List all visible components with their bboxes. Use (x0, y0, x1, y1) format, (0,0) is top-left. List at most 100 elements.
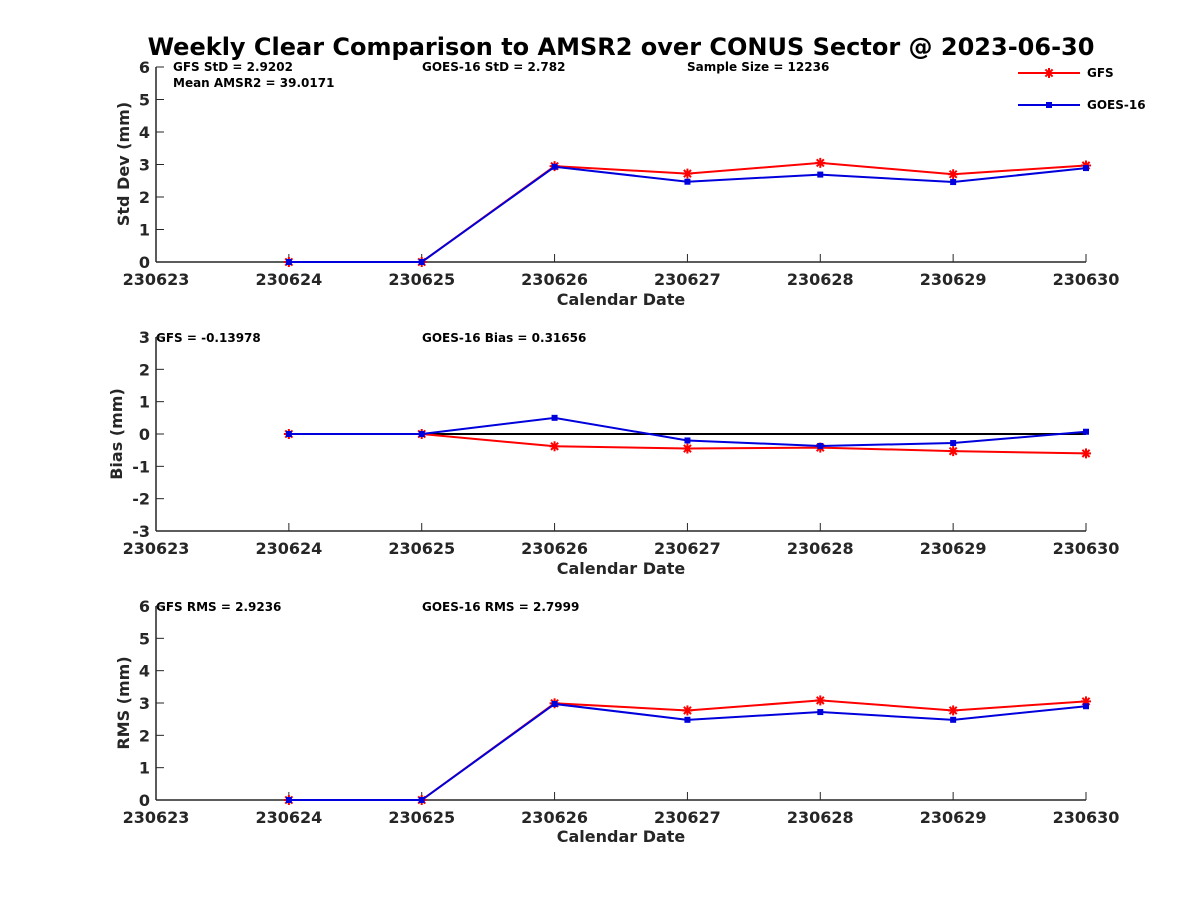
goes-data-point (418, 431, 425, 437)
gfs-data-point (815, 695, 826, 706)
y-axis-label: RMS (mm) (114, 656, 133, 749)
goes-std-annotation: GOES-16 StD = 2.782 (422, 60, 565, 74)
goes-data-point (285, 259, 292, 265)
legend-goes-marker (1046, 102, 1052, 108)
gfs-std-annotation: GFS StD = 2.9202 (173, 60, 293, 74)
x-tick-label: 230629 (920, 270, 987, 289)
goes-data-point (551, 700, 558, 707)
y-tick-label: 1 (139, 759, 150, 778)
y-tick-label: 2 (139, 726, 150, 745)
y-tick-label: -3 (132, 522, 150, 541)
goes-data-point (1083, 165, 1089, 172)
gfs-data-point (682, 443, 693, 454)
x-axis-label: Calendar Date (557, 559, 686, 578)
gfs-data-point (1081, 448, 1091, 459)
x-tick-label: 230625 (388, 539, 455, 558)
goes-data-point (285, 431, 292, 437)
goes-data-point (817, 442, 824, 449)
goes-data-point (551, 414, 558, 421)
x-tick-label: 230629 (920, 808, 987, 827)
gfs-data-point (682, 168, 693, 179)
y-tick-label: 6 (139, 58, 150, 77)
gfs-data-point (815, 157, 826, 168)
sample-size-annotation: Sample Size = 12236 (687, 60, 829, 74)
goes-data-point (418, 259, 425, 265)
legend: GFS GOES-16 (1018, 66, 1146, 112)
goes-data-point (950, 179, 957, 186)
y-tick-label: 0 (139, 791, 150, 810)
x-tick-label: 230627 (654, 539, 721, 558)
x-tick-label: 230626 (521, 808, 588, 827)
y-axis-label: Std Dev (mm) (114, 102, 133, 226)
y-tick-label: 1 (139, 393, 150, 412)
goes-bias-annotation: GOES-16 Bias = 0.31656 (422, 331, 586, 345)
goes-data-point (1083, 703, 1089, 710)
x-tick-label: 230625 (388, 270, 455, 289)
y-tick-label: 6 (139, 597, 150, 616)
gfs-rms-annotation: GFS RMS = 2.9236 (156, 600, 281, 614)
goes-data-point (684, 437, 691, 444)
x-tick-label: 230623 (123, 539, 190, 558)
y-tick-label: -1 (132, 457, 150, 476)
x-tick-label: 230630 (1053, 539, 1120, 558)
x-tick-label: 230624 (255, 270, 322, 289)
x-axis-label: Calendar Date (557, 290, 686, 309)
y-tick-label: 3 (139, 694, 150, 713)
x-tick-label: 230624 (255, 539, 322, 558)
y-axis-label: Bias (mm) (107, 388, 126, 480)
x-tick-label: 230627 (654, 808, 721, 827)
x-tick-label: 230628 (787, 539, 854, 558)
y-tick-label: 2 (139, 360, 150, 379)
goes-rms-annotation: GOES-16 RMS = 2.7999 (422, 600, 579, 614)
gfs-data-point (549, 441, 560, 452)
y-tick-label: 3 (139, 156, 150, 175)
x-tick-label: 230624 (255, 808, 322, 827)
x-tick-label: 230626 (521, 539, 588, 558)
legend-gfs-marker (1044, 68, 1054, 78)
y-tick-label: 0 (139, 253, 150, 272)
mean-amsr2-annotation: Mean AMSR2 = 39.0171 (173, 76, 334, 90)
y-tick-label: -2 (132, 490, 150, 509)
y-tick-label: 0 (139, 425, 150, 444)
goes-data-point (950, 716, 957, 723)
x-tick-label: 230628 (787, 808, 854, 827)
legend-gfs-label: GFS (1087, 66, 1114, 80)
x-tick-label: 230625 (388, 808, 455, 827)
x-tick-label: 230623 (123, 808, 190, 827)
goes-data-point (950, 440, 957, 447)
x-tick-label: 230623 (123, 270, 190, 289)
bias-panel: GFS = -0.13978 GOES-16 Bias = 0.31656 Bi… (107, 328, 1119, 578)
goes-data-point (817, 709, 824, 716)
gfs-data-point (682, 705, 693, 716)
goes-data-point (1083, 428, 1089, 435)
goes-data-point (684, 716, 691, 723)
x-tick-label: 230628 (787, 270, 854, 289)
y-tick-label: 4 (139, 123, 150, 142)
goes-data-point (418, 797, 425, 803)
stddev-panel: GFS StD = 2.9202 Mean AMSR2 = 39.0171 GO… (114, 58, 1119, 309)
y-tick-label: 5 (139, 629, 150, 648)
x-tick-label: 230629 (920, 539, 987, 558)
y-tick-label: 3 (139, 328, 150, 347)
goes-data-point (684, 178, 691, 185)
y-tick-label: 2 (139, 188, 150, 207)
gfs-data-point (948, 169, 959, 180)
x-tick-label: 230630 (1053, 270, 1120, 289)
y-tick-label: 5 (139, 91, 150, 110)
x-tick-label: 230630 (1053, 808, 1120, 827)
gfs-data-point (948, 705, 959, 716)
goes-data-point (551, 163, 558, 170)
x-tick-label: 230626 (521, 270, 588, 289)
rms-panel: GFS RMS = 2.9236 GOES-16 RMS = 2.7999 RM… (114, 597, 1119, 846)
y-tick-label: 1 (139, 221, 150, 240)
x-tick-label: 230627 (654, 270, 721, 289)
gfs-bias-annotation: GFS = -0.13978 (156, 331, 261, 345)
x-axis-label: Calendar Date (557, 827, 686, 846)
goes-data-point (285, 797, 292, 803)
legend-goes-label: GOES-16 (1087, 98, 1146, 112)
y-tick-label: 4 (139, 662, 150, 681)
figure-title: Weekly Clear Comparison to AMSR2 over CO… (148, 33, 1095, 61)
goes-data-point (817, 171, 824, 178)
gfs-data-point (948, 446, 959, 457)
